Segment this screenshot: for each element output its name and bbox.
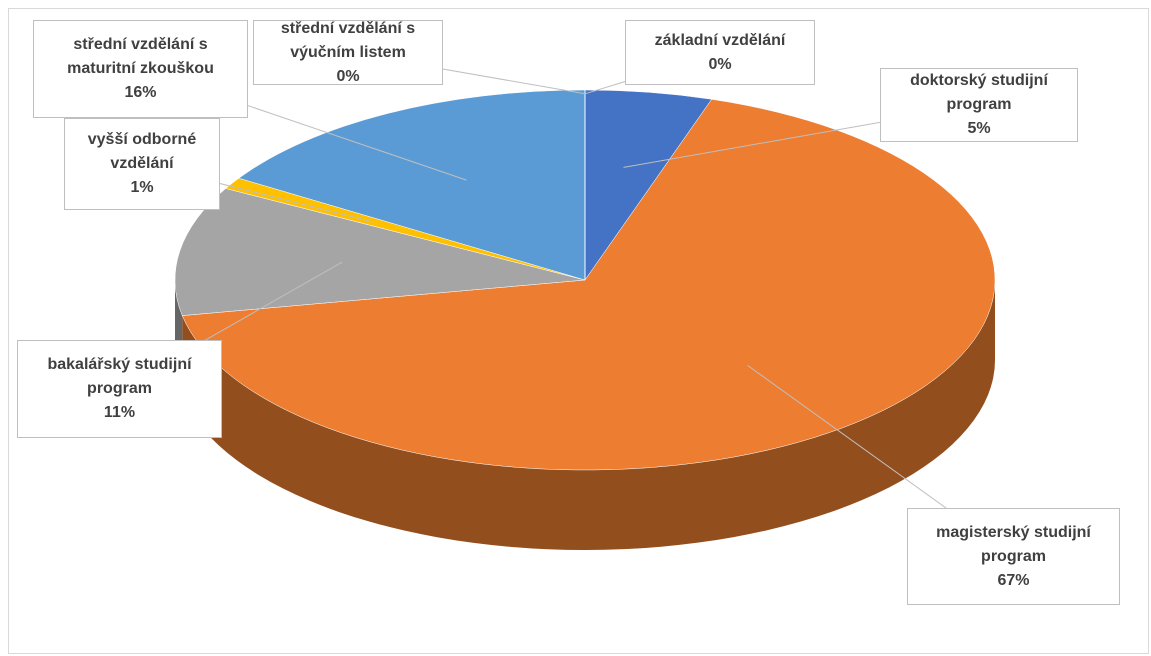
label-category: doktorský studijní program [910,72,1048,113]
label-value: 16% [124,84,157,101]
label-category: střední vzdělání s výučním listem [280,19,416,61]
chart-frame [8,8,1149,654]
data-label: základní vzdělání 0% [625,20,815,85]
label-value: 0% [336,67,360,85]
label-value: 11% [103,404,136,421]
data-label: střední vzdělání s maturitní zkouškou 16% [33,20,248,118]
data-label: bakalářský studijní program 11% [17,340,222,438]
data-label: střední vzdělání s výučním listem 0% [253,20,443,85]
data-label: vyšší odborné vzdělání 1% [64,118,220,210]
label-category: magisterský studijní program [936,523,1091,565]
data-label: magisterský studijní program 67% [907,508,1120,605]
label-category: vyšší odborné vzdělání [87,131,197,172]
pie-slice [238,89,586,281]
data-label: doktorský studijní program 5% [880,68,1078,142]
pie-slice [181,99,996,471]
label-category: základní vzdělání [654,31,786,49]
label-value: 0% [708,55,732,73]
label-value: 1% [130,179,154,196]
label-value: 67% [997,571,1030,589]
label-value: 5% [967,120,991,137]
label-category: střední vzdělání s maturitní zkouškou [67,36,214,77]
pie-side [182,280,996,551]
label-category: bakalářský studijní program [47,356,192,397]
